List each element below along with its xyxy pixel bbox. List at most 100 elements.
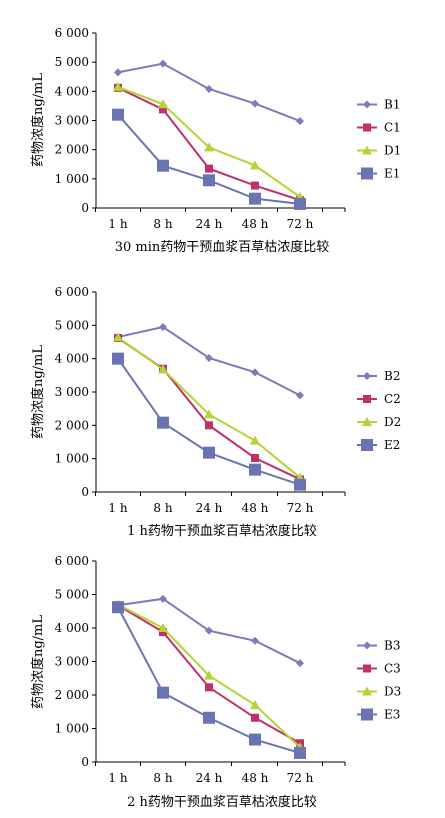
data-point [157,686,169,699]
y-tick-label: 0 [81,201,89,215]
legend-marker [363,641,371,650]
legend-label: D3 [384,685,401,699]
y-tick-label: 1 000 [55,172,89,186]
legend-marker [362,417,372,426]
x-tick-label: 48 h [242,771,269,785]
series-B1 [114,59,304,126]
legend-entry: B2 [357,369,400,383]
data-point [296,117,304,126]
legend-label: E2 [384,438,400,452]
x-tick-label: 24 h [196,217,223,231]
legend-entry: B1 [357,98,400,112]
legend-label: B3 [384,639,400,653]
data-point [114,68,122,77]
data-point [205,85,213,93]
data-point [296,391,304,400]
legend-marker [361,167,373,180]
series-B2 [114,323,304,400]
legend-marker [362,145,372,155]
data-point [157,416,169,429]
y-tick-label: 5 000 [55,318,89,332]
legend-marker [361,708,373,721]
y-tick-label: 4 000 [55,352,89,366]
data-point [249,733,261,746]
y-axis-label: 药物浓度ng/mL [30,615,46,709]
x-tick-label: 1 h [108,501,127,515]
data-point [251,99,259,108]
data-point [296,659,304,668]
data-point [159,594,167,603]
data-point [203,711,215,724]
legend-label: E1 [384,167,400,181]
data-point [251,713,259,722]
data-point [249,463,261,476]
data-point [250,160,260,170]
data-point [251,636,259,645]
chart-caption: 30 min药物干预血浆百草枯浓度比较 [115,239,330,255]
x-tick-label: 24 h [196,771,223,785]
data-point [159,628,167,637]
series-D1 [113,81,305,201]
series-D2 [113,332,305,482]
y-tick-label: 1 000 [55,452,89,466]
y-tick-label: 5 000 [55,588,89,602]
legend-entry: B3 [357,639,400,653]
chart-2: 0 1 000 2 000 3 000 4 000 5 000 6 000 1 h 8 h 24 … [30,285,401,539]
data-point [203,446,215,459]
data-point [113,332,123,342]
chart-caption: 2 h药物干预血浆百草枯浓度比较 [127,794,317,810]
x-tick-label: 48 h [242,501,269,515]
legend-label: C3 [384,662,401,676]
data-point [204,670,214,680]
legend-marker [363,372,371,380]
data-point [157,159,169,172]
x-tick-label: 24 h [196,501,223,515]
x-tick-label: 1 h [108,771,127,785]
legend-entry: D3 [357,685,401,699]
y-tick-label: 6 000 [55,26,89,40]
chart-caption: 1 h药物干预血浆百草枯浓度比较 [127,523,317,539]
legend-entry: C3 [357,662,401,676]
x-tick-label: 1 h [108,217,127,231]
series-E2 [112,352,306,491]
x-tick-label: 8 h [153,501,172,515]
data-point [205,164,213,173]
legend-marker [363,395,371,403]
data-point [112,108,124,121]
data-point [159,323,167,331]
legend-marker [363,664,371,673]
legend-entry: C2 [357,392,401,406]
legend-marker [362,686,372,696]
data-point [251,181,259,190]
data-point [159,59,167,68]
y-tick-label: 6 000 [55,554,89,568]
legend-label: C2 [384,392,401,406]
y-tick-label: 0 [81,755,89,769]
data-point [251,454,259,462]
legend-entry: D2 [357,415,401,429]
data-point [112,601,124,614]
data-point [159,105,167,114]
chart-3: 0 1 000 2 000 3 000 4 000 5 000 6 000 1 h 8 h 24 … [30,554,401,810]
data-point [203,174,215,187]
data-point [158,623,168,632]
data-point [205,683,213,692]
series-B3 [114,594,304,668]
legend-marker [363,100,371,109]
legend-label: B1 [384,98,400,112]
data-point [158,99,168,109]
legend-label: D1 [384,144,401,158]
legend-label: B2 [384,369,400,383]
y-tick-label: 3 000 [55,385,89,399]
data-point [205,354,213,362]
y-tick-label: 2 000 [55,143,89,157]
data-point [205,626,213,635]
x-tick-label: 72 h [287,217,314,231]
x-tick-label: 48 h [242,217,269,231]
y-tick-label: 3 000 [55,114,89,128]
legend-label: C1 [384,121,401,135]
data-point [158,364,168,374]
data-point [294,746,306,759]
data-point [112,352,124,365]
data-point [249,192,261,205]
